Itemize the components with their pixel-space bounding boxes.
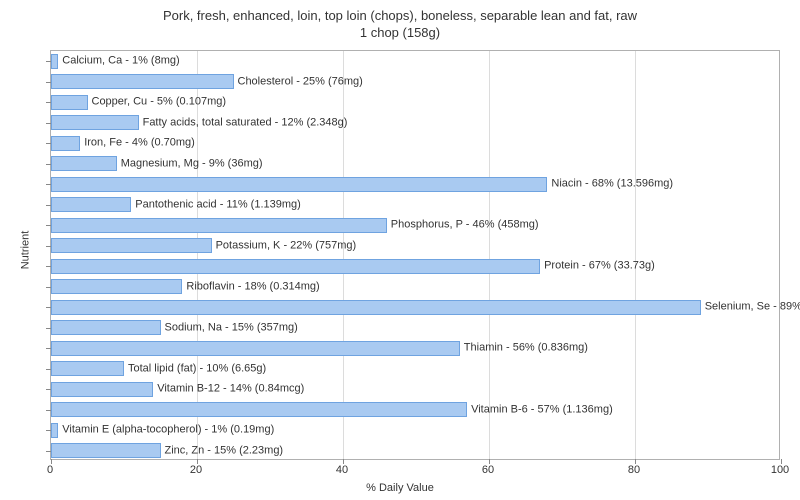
nutrient-bar xyxy=(51,218,387,233)
gridline xyxy=(343,51,344,459)
nutrient-bar xyxy=(51,95,88,110)
x-axis-label: % Daily Value xyxy=(0,482,800,494)
nutrient-bar-label: Vitamin B-6 - 57% (1.136mg) xyxy=(471,404,613,415)
nutrient-bar xyxy=(51,402,467,417)
nutrient-bar xyxy=(51,341,460,356)
nutrient-bar xyxy=(51,300,701,315)
nutrient-bar-label: Iron, Fe - 4% (0.70mg) xyxy=(84,138,195,149)
nutrient-bar xyxy=(51,136,80,151)
chart-title-line1: Pork, fresh, enhanced, loin, top loin (c… xyxy=(163,8,637,23)
nutrient-bar-label: Fatty acids, total saturated - 12% (2.34… xyxy=(143,117,348,128)
chart-title: Pork, fresh, enhanced, loin, top loin (c… xyxy=(0,0,800,42)
nutrient-bar xyxy=(51,382,153,397)
y-axis-label: Nutrient xyxy=(19,231,31,270)
nutrient-bar-label: Thiamin - 56% (0.836mg) xyxy=(464,343,588,354)
nutrient-bar-label: Protein - 67% (33.73g) xyxy=(544,261,655,272)
nutrient-bar-label: Vitamin E (alpha-tocopherol) - 1% (0.19m… xyxy=(62,425,274,436)
nutrient-bar-label: Riboflavin - 18% (0.314mg) xyxy=(186,281,319,292)
nutrient-bar xyxy=(51,320,161,335)
nutrient-bar-label: Zinc, Zn - 15% (2.23mg) xyxy=(165,445,284,456)
x-tick-label: 100 xyxy=(771,464,789,476)
nutrient-bar xyxy=(51,423,58,438)
nutrient-bar-label: Potassium, K - 22% (757mg) xyxy=(216,240,357,251)
chart-title-line2: 1 chop (158g) xyxy=(360,25,440,40)
nutrient-bar xyxy=(51,238,212,253)
nutrient-bar xyxy=(51,259,540,274)
nutrient-bar xyxy=(51,156,117,171)
x-tick-label: 80 xyxy=(628,464,640,476)
nutrient-bar-label: Phosphorus, P - 46% (458mg) xyxy=(391,220,539,231)
nutrient-bar-label: Selenium, Se - 89% (62.6mcg) xyxy=(705,302,800,313)
nutrient-bar xyxy=(51,177,547,192)
nutrient-bar-label: Sodium, Na - 15% (357mg) xyxy=(165,322,298,333)
x-tick-label: 40 xyxy=(336,464,348,476)
x-tick-label: 20 xyxy=(190,464,202,476)
nutrient-bar xyxy=(51,115,139,130)
x-tick-label: 60 xyxy=(482,464,494,476)
gridline xyxy=(197,51,198,459)
nutrient-chart: Pork, fresh, enhanced, loin, top loin (c… xyxy=(0,0,800,500)
x-tick-label: 0 xyxy=(47,464,53,476)
nutrient-bar xyxy=(51,74,234,89)
plot-area: Calcium, Ca - 1% (8mg) Cholesterol - 25% … xyxy=(50,50,780,460)
nutrient-bar-label: Vitamin B-12 - 14% (0.84mcg) xyxy=(157,384,304,395)
nutrient-bar xyxy=(51,279,182,294)
nutrient-bar xyxy=(51,443,161,458)
nutrient-bar-label: Cholesterol - 25% (76mg) xyxy=(238,76,363,87)
nutrient-bar-label: Copper, Cu - 5% (0.107mg) xyxy=(92,97,227,108)
nutrient-bar-label: Magnesium, Mg - 9% (36mg) xyxy=(121,158,263,169)
nutrient-bar-label: Niacin - 68% (13.596mg) xyxy=(551,179,673,190)
nutrient-bar-label: Pantothenic acid - 11% (1.139mg) xyxy=(135,199,301,210)
nutrient-bar xyxy=(51,361,124,376)
gridline xyxy=(635,51,636,459)
nutrient-bar xyxy=(51,54,58,69)
gridline xyxy=(489,51,490,459)
nutrient-bar xyxy=(51,197,131,212)
nutrient-bar-label: Calcium, Ca - 1% (8mg) xyxy=(62,56,179,67)
nutrient-bar-label: Total lipid (fat) - 10% (6.65g) xyxy=(128,363,266,374)
